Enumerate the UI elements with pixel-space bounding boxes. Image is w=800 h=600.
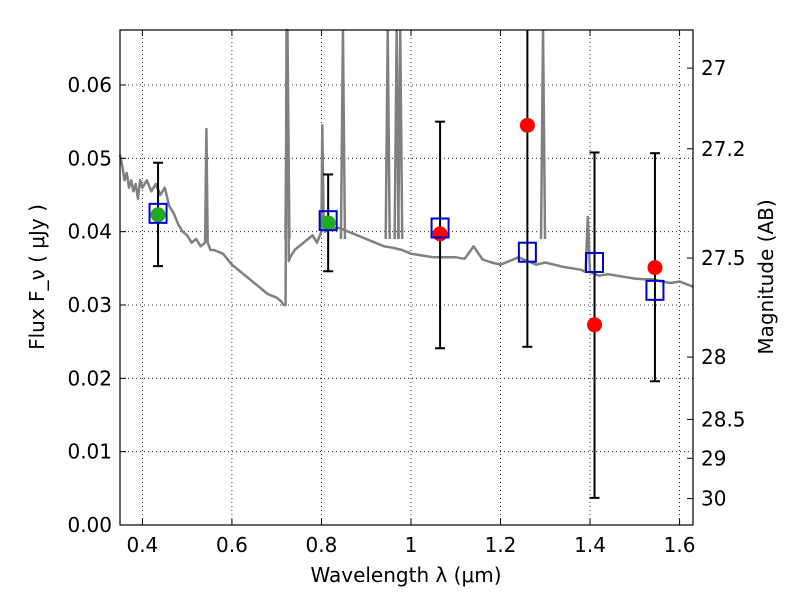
x-tick-label: 0.4 (126, 533, 158, 557)
spectrum-line (118, 28, 694, 307)
model-photometry-square (318, 210, 338, 232)
data-layer (118, 28, 694, 499)
green-data-point (150, 207, 166, 223)
right-tick-label: 28.5 (701, 407, 746, 431)
right-tick-label: 28 (701, 345, 726, 369)
x-tick-label: 0.6 (216, 533, 248, 557)
model-photometry-square (517, 241, 537, 263)
right-tick-label: 27.5 (701, 246, 746, 270)
right-axis-title: Magnitude (AB) (754, 199, 778, 354)
model-photometry-square (585, 251, 605, 273)
grid (120, 30, 693, 526)
red-data-point (647, 260, 663, 276)
x-tick-label: 1.6 (664, 533, 696, 557)
y-tick-label: 0.04 (67, 220, 112, 244)
y-tick-label: 0.05 (67, 146, 112, 170)
model-photometry-square (645, 279, 665, 301)
plot-area (120, 30, 693, 525)
model-photometry-square (148, 202, 168, 224)
x-axis-title: Wavelength λ (μm) (310, 563, 501, 587)
x-tick-label: 1.4 (574, 533, 606, 557)
right-tick-label: 27.2 (701, 137, 746, 161)
plot-frame (119, 29, 694, 526)
x-tick-label: 0.8 (306, 533, 338, 557)
y-tick-label: 0.01 (67, 440, 112, 464)
red-data-point (519, 117, 535, 133)
right-tick-label: 29 (701, 446, 726, 470)
right-tick-label: 30 (701, 487, 726, 511)
y-tick-label: 0.02 (67, 366, 112, 390)
y-tick-label: 0.06 (67, 73, 112, 97)
red-data-point (432, 226, 448, 242)
red-data-point (587, 317, 603, 333)
green-data-point (320, 215, 336, 231)
y-tick-label: 0.03 (67, 293, 112, 317)
x-tick-label: 1 (405, 533, 418, 557)
ticks: 0.4 0.6 0.8 1 1.2 1.4 1.6 0.00 0.01 0.02 0.03 0.04 0… (67, 30, 746, 557)
y-axis-title: Flux F_ν ( μJy ) (25, 204, 49, 350)
y-tick-label: 0.00 (67, 513, 112, 537)
x-tick-label: 1.2 (485, 533, 517, 557)
model-photometry-square (430, 217, 450, 239)
right-tick-label: 27 (701, 56, 726, 80)
